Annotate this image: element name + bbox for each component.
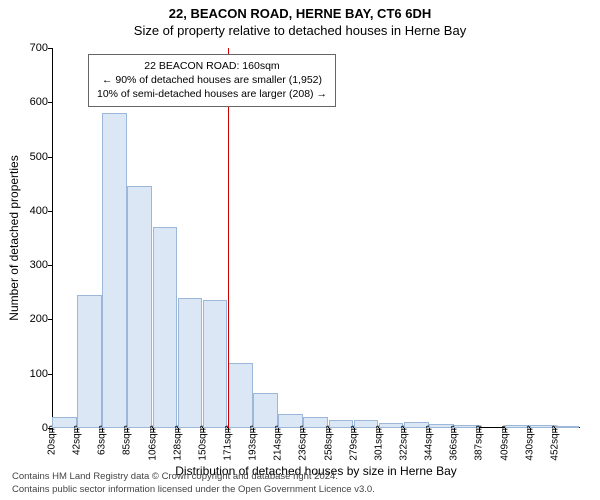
x-tick-mark [278,428,279,432]
x-tick-mark [479,428,480,432]
y-tick-label: 100 [18,368,48,380]
annotation-line-2: ← 90% of detached houses are smaller (1,… [97,73,327,87]
histogram-bar [127,186,152,428]
x-tick-mark [228,428,229,432]
x-tick-mark [555,428,556,432]
page-title: 22, BEACON ROAD, HERNE BAY, CT6 6DH [0,6,600,21]
histogram-bar [228,363,253,428]
y-tick-mark [48,157,52,158]
x-tick-mark [454,428,455,432]
attribution-text: Contains HM Land Registry data © Crown c… [12,471,375,496]
x-tick-mark [379,428,380,432]
x-tick-mark [127,428,128,432]
histogram-bar [102,113,127,428]
x-tick-mark [329,428,330,432]
x-tick-mark [505,428,506,432]
histogram-bar [153,227,178,428]
y-axis-label: Number of detached properties [7,155,21,320]
annotation-line-3: 10% of semi-detached houses are larger (… [97,87,327,101]
x-tick-mark [429,428,430,432]
x-tick-mark [203,428,204,432]
histogram-bar [555,426,580,428]
x-tick-mark [303,428,304,432]
y-tick-label: 300 [18,259,48,271]
histogram-chart: 010020030040050060070020sqm42sqm63sqm85s… [52,48,580,428]
x-tick-mark [52,428,53,432]
y-tick-mark [48,102,52,103]
x-tick-mark [530,428,531,432]
annotation-line-1: 22 BEACON ROAD: 160sqm [97,59,327,73]
annotation-box: 22 BEACON ROAD: 160sqm ← 90% of detached… [88,54,336,107]
y-tick-mark [48,211,52,212]
y-axis-line [52,48,53,428]
y-tick-label: 200 [18,313,48,325]
x-tick-mark [404,428,405,432]
x-tick-mark [354,428,355,432]
x-tick-mark [178,428,179,432]
histogram-bar [203,300,228,428]
y-tick-mark [48,319,52,320]
y-tick-mark [48,265,52,266]
y-tick-label: 600 [18,96,48,108]
page-subtitle: Size of property relative to detached ho… [0,23,600,38]
x-tick-mark [153,428,154,432]
y-tick-mark [48,48,52,49]
y-tick-label: 400 [18,205,48,217]
attribution-line-2: Contains public sector information licen… [12,484,375,496]
histogram-bar [178,298,203,428]
attribution-line-1: Contains HM Land Registry data © Crown c… [12,471,375,483]
y-tick-label: 700 [18,42,48,54]
y-tick-mark [48,374,52,375]
x-tick-mark [102,428,103,432]
x-tick-mark [253,428,254,432]
x-tick-mark [77,428,78,432]
y-tick-label: 0 [18,422,48,434]
histogram-bar [77,295,102,428]
histogram-bar [253,393,278,428]
y-tick-label: 500 [18,151,48,163]
